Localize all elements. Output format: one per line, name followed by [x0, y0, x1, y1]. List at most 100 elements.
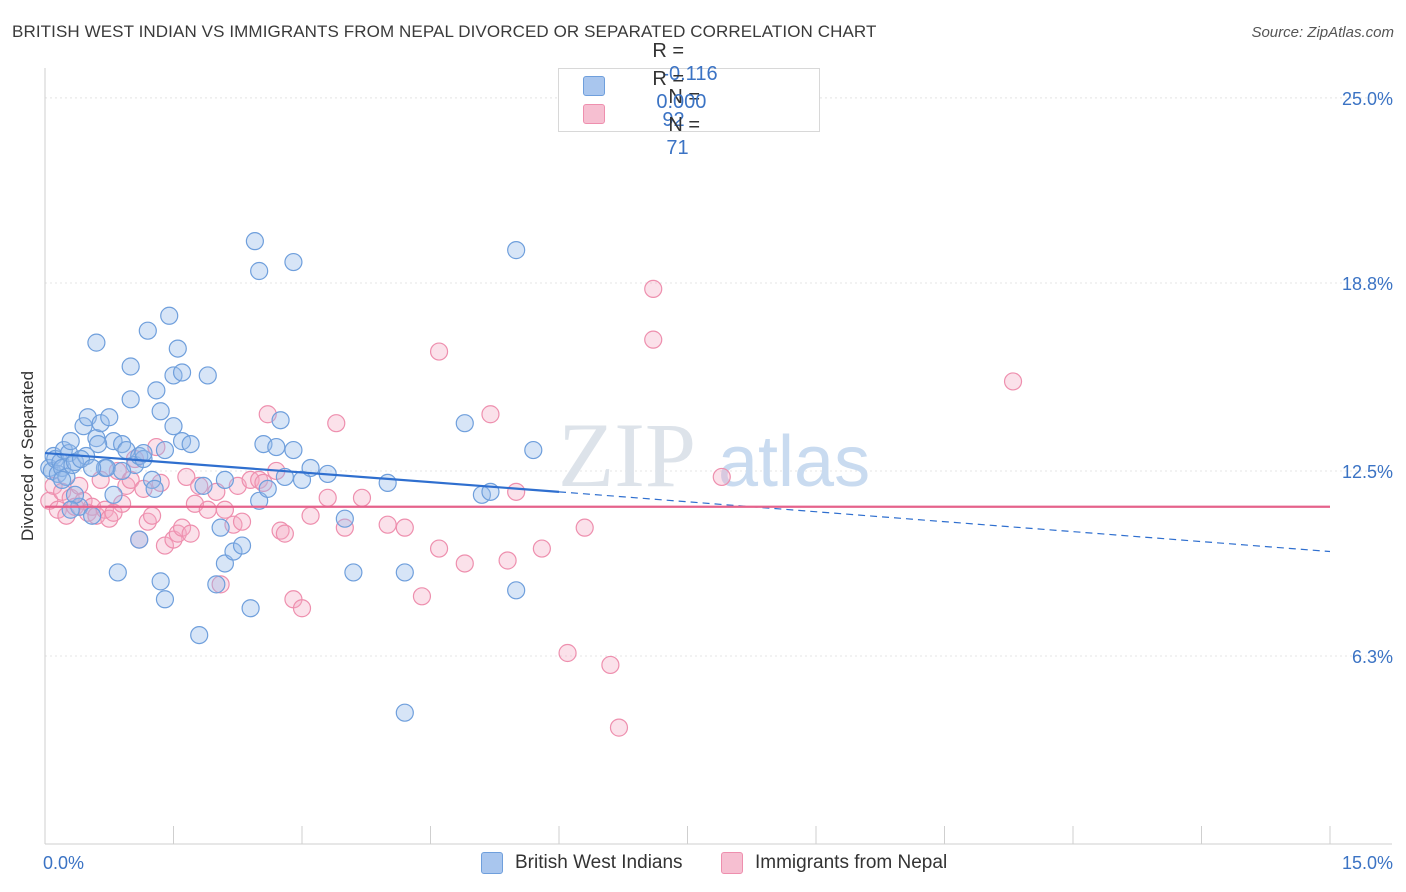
nepal-point	[292, 599, 312, 618]
bwi-point	[344, 563, 363, 582]
bwi-point	[83, 458, 102, 478]
nepal-point	[1003, 372, 1023, 391]
nepal-point	[190, 476, 209, 495]
bwi-point	[61, 432, 80, 451]
bwi-point	[455, 414, 474, 433]
bwi-point	[245, 232, 264, 251]
y-axis-label: Divorced or Separated	[18, 370, 37, 542]
nepal-point	[532, 539, 551, 558]
n-label: N =	[668, 114, 701, 136]
bwi-point	[121, 390, 140, 409]
nepal-point	[575, 518, 594, 537]
bwi-point	[215, 470, 234, 490]
legend-swatch-nepal	[721, 852, 743, 874]
r-label: R =	[652, 68, 685, 90]
bwi-point	[130, 530, 149, 549]
bwi-point	[507, 581, 526, 600]
watermark-zip: ZIP	[558, 404, 696, 506]
bwi-point	[138, 321, 157, 340]
bwi-point	[198, 366, 217, 385]
bwi-point	[395, 563, 414, 582]
bwi-point	[147, 381, 166, 400]
bwi-point	[275, 467, 294, 487]
x-tick-label: 15.0%	[1342, 853, 1393, 873]
bwi-swatch	[583, 76, 605, 96]
bwi-point	[89, 434, 108, 454]
bwi-point	[151, 402, 170, 421]
bwi-point	[207, 575, 226, 594]
bwi-point	[524, 440, 543, 460]
nepal-point	[498, 551, 517, 570]
bwi-point	[121, 357, 140, 376]
legend-swatch-bwi	[481, 852, 503, 874]
bwi-point	[87, 333, 106, 352]
r-value: -0.116	[662, 63, 718, 85]
nepal-point	[198, 500, 217, 519]
bwi-point	[160, 306, 179, 325]
nepal-swatch	[583, 104, 605, 124]
nepal-point	[395, 518, 414, 537]
nepal-point	[429, 539, 449, 558]
n-label: N =	[668, 86, 701, 108]
nepal-point	[215, 500, 234, 519]
nepal-point	[301, 506, 320, 525]
r-value: 0.000	[656, 91, 707, 113]
bwi-point	[507, 241, 526, 260]
bwi-point	[258, 479, 277, 498]
nepal-point	[601, 655, 620, 675]
y-tick-label: 25.0%	[1342, 89, 1393, 109]
r-label: R =	[652, 40, 685, 62]
bwi-point	[267, 437, 286, 457]
bwi-point	[284, 252, 303, 272]
bwi-point	[97, 458, 116, 478]
nepal-point	[429, 342, 449, 361]
bwi-point	[151, 572, 170, 591]
nepal-point	[327, 414, 346, 433]
bwi-point	[112, 461, 132, 481]
bwi-points	[40, 232, 543, 722]
bwi-point	[194, 476, 213, 495]
bwi-point	[108, 563, 127, 582]
bwi-point	[74, 417, 93, 436]
nepal-point	[507, 482, 526, 501]
bwi-point	[155, 590, 175, 609]
nepal-point	[181, 524, 200, 543]
legend-item-bwi[interactable]: British West Indians	[481, 852, 683, 874]
watermark: ZIP atlas	[558, 404, 870, 506]
nepal-point	[318, 488, 337, 507]
source-label: Source: ZipAtlas.com	[1251, 24, 1394, 41]
nepal-point	[644, 330, 663, 349]
n-value: 92	[662, 109, 685, 131]
bwi-point	[232, 536, 252, 555]
bwi-point	[65, 485, 85, 504]
n-value: 71	[666, 137, 689, 159]
y-tick-label: 6.3%	[1352, 647, 1393, 667]
bwi-point	[211, 518, 230, 537]
bwi-point	[395, 703, 414, 722]
bwi-point	[53, 470, 72, 490]
nepal-point	[142, 506, 162, 525]
bwi-point	[61, 500, 80, 519]
chart-title: BRITISH WEST INDIAN VS IMMIGRANTS FROM N…	[12, 22, 877, 41]
y-tick-label: 18.8%	[1342, 274, 1393, 294]
legend-item-nepal[interactable]: Immigrants from Nepal	[721, 852, 947, 874]
bwi-point	[284, 440, 303, 460]
bwi-trend-line	[44, 451, 560, 493]
nepal-point	[558, 643, 577, 663]
bwi-point	[181, 434, 200, 454]
bwi-point	[378, 473, 397, 492]
nepal-point	[481, 405, 500, 424]
nepal-point	[455, 554, 474, 573]
nepal-point	[177, 467, 196, 487]
legend-label-nepal: Immigrants from Nepal	[755, 852, 948, 873]
nepal-point	[378, 515, 397, 534]
bwi-point	[241, 599, 260, 618]
bwi-point	[145, 479, 164, 498]
legend-label-bwi: British West Indians	[515, 852, 683, 873]
watermark-atlas: atlas	[718, 422, 870, 502]
tick-labels: 6.3% 12.5% 18.8% 25.0% 0.0% 15.0%	[43, 89, 1393, 873]
bwi-point	[172, 363, 192, 382]
bwi-point	[155, 440, 175, 460]
nepal-point	[609, 718, 629, 737]
